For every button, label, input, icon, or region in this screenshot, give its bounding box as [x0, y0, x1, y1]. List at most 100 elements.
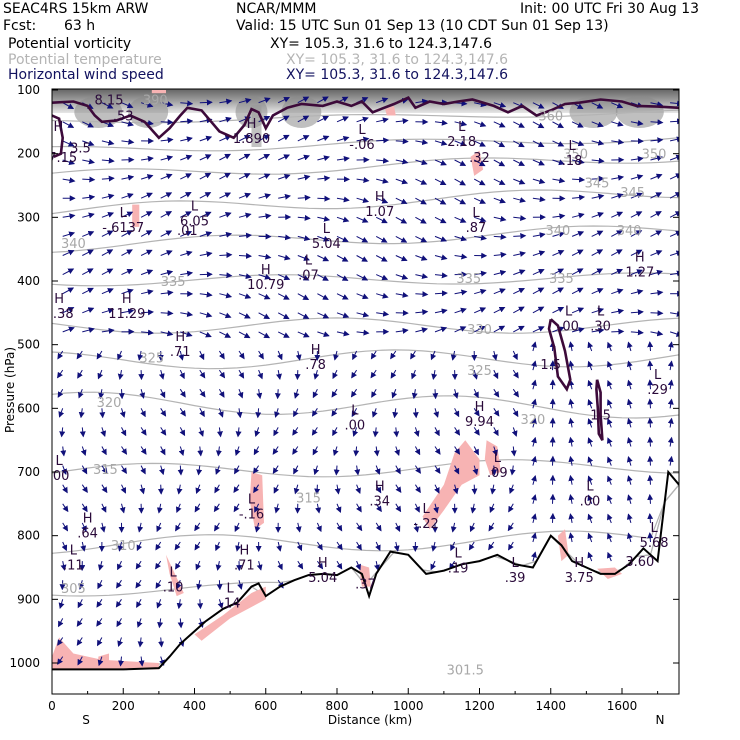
wind-vector: [278, 254, 291, 261]
wind-vector: [508, 541, 514, 551]
wind-vector: [667, 455, 674, 466]
wind-vector: [277, 97, 291, 104]
extremum-marker: L6.05: [180, 200, 209, 230]
wind-vector: [669, 154, 679, 161]
wind-vector: [62, 121, 75, 128]
wind-vector: [415, 309, 429, 316]
wind-vector: [354, 465, 361, 476]
wind-vector: [510, 446, 517, 457]
wind-vector: [471, 484, 478, 495]
wind-vector: [317, 331, 330, 338]
theta-label: 335: [549, 272, 574, 287]
extremum-marker: H.78: [305, 343, 326, 373]
wind-vector: [611, 249, 623, 256]
wind-vector: [336, 196, 350, 203]
wind-vector: [395, 274, 409, 280]
wind-vector: [160, 408, 167, 417]
wind-vector: [413, 427, 420, 437]
wind-vector: [336, 116, 349, 123]
wind-vector: [532, 102, 545, 109]
theta-isentrope: [52, 189, 679, 215]
wind-vector: [513, 197, 526, 203]
wind-vector: [513, 232, 527, 239]
humidity-region: [385, 105, 396, 116]
theta-label: 340: [545, 224, 570, 239]
extremum-value: .29: [647, 383, 668, 398]
wind-vector: [336, 541, 343, 551]
wind-vector: [101, 157, 115, 164]
valid-time: Valid: 15 UTC Sun 01 Sep 13 (10 CDT Sun …: [236, 18, 609, 34]
wind-vector: [607, 475, 613, 485]
wind-vector: [238, 293, 252, 299]
wind-vector: [78, 389, 84, 399]
wind-vector: [198, 350, 205, 361]
extremum-type: L: [170, 566, 178, 581]
wind-vector: [571, 287, 584, 295]
wind-vector: [160, 192, 173, 199]
extremum-value: -.06: [349, 138, 374, 153]
wind-vector: [235, 427, 242, 438]
extremum-type: L: [422, 502, 430, 517]
wind-vector: [469, 522, 476, 533]
x-tick-label: 1600: [607, 699, 638, 713]
extremum-value: .00: [580, 495, 601, 510]
wind-vector: [160, 269, 174, 276]
extremum-value: .09: [487, 466, 508, 481]
wind-vector: [277, 154, 291, 161]
wind-vector: [96, 599, 103, 608]
init-time: Init: 00 UTC Fri 30 Aug 13: [520, 1, 700, 17]
wind-vector: [395, 235, 408, 243]
wind-vector: [100, 427, 107, 437]
wind-vector: [237, 580, 243, 590]
extremum-type: L: [512, 556, 520, 571]
wind-vector: [667, 417, 674, 428]
wind-vector: [568, 341, 575, 352]
wind-vector: [293, 408, 299, 418]
wind-vector: [333, 465, 340, 476]
x-tick-label: 600: [254, 699, 277, 713]
wind-vector: [532, 159, 545, 166]
wind-vector: [356, 541, 362, 551]
wind-vector: [175, 580, 182, 590]
wind-vector: [355, 560, 361, 571]
wind-vector: [313, 465, 320, 476]
wind-vector: [121, 268, 134, 276]
wind-vector: [277, 560, 283, 571]
wind-vector: [434, 119, 448, 126]
extremum-type: L: [586, 480, 594, 495]
wind-vector: [474, 101, 487, 108]
wind-vector: [513, 159, 525, 166]
wind-vector: [139, 484, 146, 495]
wind-vector: [395, 465, 401, 475]
y-tick-label: 600: [17, 401, 40, 415]
wind-vector: [258, 193, 272, 200]
theta-label: 360: [538, 109, 563, 124]
wind-vector: [395, 118, 409, 125]
wind-vector: [317, 155, 330, 162]
wind-vector: [160, 211, 173, 218]
wind-vector: [591, 175, 605, 182]
wind-vector: [667, 360, 674, 371]
wind-vector: [253, 484, 260, 494]
wind-vector: [101, 249, 114, 256]
wind-vector: [317, 274, 329, 281]
wind-vector: [160, 310, 174, 317]
wind-vector: [273, 484, 280, 494]
extremum-type: L: [323, 222, 331, 237]
wind-vector: [219, 212, 232, 218]
wind-vector: [77, 369, 83, 379]
wind-vector: [473, 446, 479, 456]
wind-vector: [432, 389, 439, 400]
wind-vector: [513, 178, 526, 185]
wind-vector: [412, 408, 419, 419]
wind-vector: [117, 370, 124, 380]
wind-vector: [532, 306, 545, 314]
wind-vector: [454, 446, 461, 455]
wind-vector: [630, 211, 643, 218]
extremum-marker: 7.15: [52, 151, 77, 166]
wind-vector: [258, 293, 271, 300]
wind-vector: [78, 580, 85, 590]
theta-isentrope: [52, 317, 679, 334]
wind-vector: [376, 157, 390, 164]
